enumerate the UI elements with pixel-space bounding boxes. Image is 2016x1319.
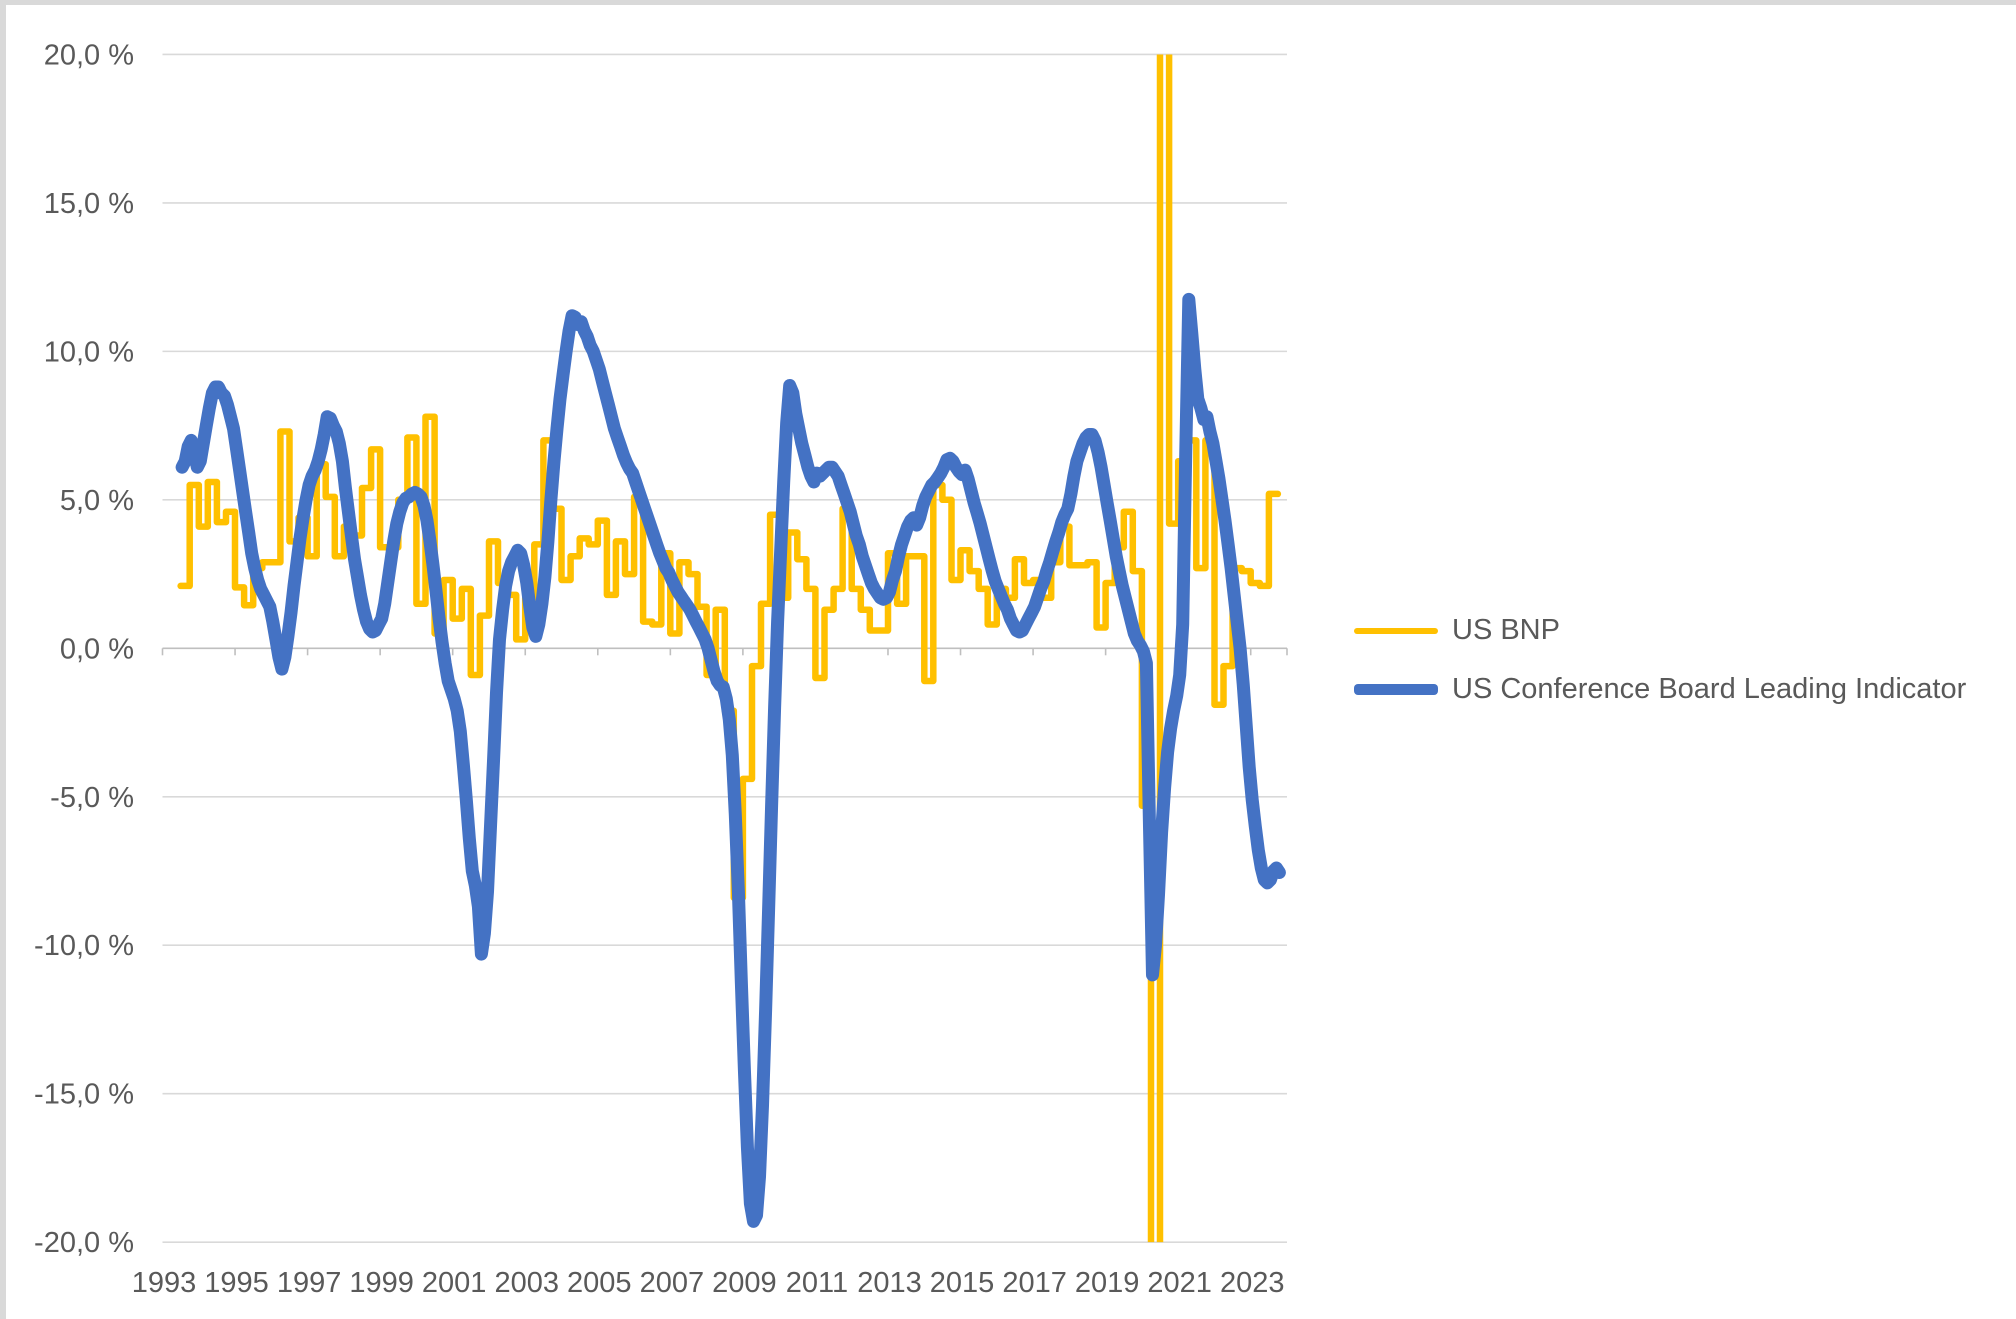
x-tick-label: 2007 — [640, 1267, 705, 1299]
x-tick-label: 2003 — [494, 1267, 559, 1299]
legend-label-us-bnp: US BNP — [1452, 614, 1560, 646]
x-tick-label: 2011 — [786, 1267, 848, 1299]
x-tick-label: 2015 — [930, 1267, 995, 1299]
x-tick-label: 2023 — [1220, 1267, 1285, 1299]
legend-item-us-bnp: US BNP — [1354, 601, 1966, 660]
legend-item-lei: US Conference Board Leading Indicator — [1354, 660, 1966, 719]
series-line-us-bnp — [177, 54, 1282, 1243]
x-tick-label: 2013 — [857, 1267, 922, 1299]
legend-swatch-us-bnp-icon — [1354, 627, 1438, 634]
x-tick-label: 1999 — [349, 1267, 414, 1299]
y-tick-label: 10,0 % — [44, 336, 134, 368]
y-tick-label: -10,0 % — [34, 930, 134, 962]
x-tick-label: 2005 — [567, 1267, 632, 1299]
x-tick-label: 1993 — [132, 1267, 197, 1299]
x-tick-label: 2021 — [1147, 1267, 1212, 1299]
y-tick-label: 5,0 % — [60, 485, 134, 517]
y-tick-label: 15,0 % — [44, 188, 134, 220]
line-chart: 20,0 % 15,0 % 10,0 % 5,0 % 0,0 % -5,0 % -10,0 … — [34, 39, 1288, 1299]
x-tick-label: 1995 — [204, 1267, 269, 1299]
x-tick-label: 2019 — [1075, 1267, 1140, 1299]
legend-label-lei: US Conference Board Leading Indicator — [1452, 673, 1967, 705]
chart-legend: US BNP US Conference Board Leading Indic… — [1354, 601, 1966, 719]
x-tick-label: 2001 — [422, 1267, 487, 1299]
y-tick-label: -5,0 % — [50, 782, 134, 814]
y-tick-label: 20,0 % — [44, 39, 134, 71]
x-tick-label: 2009 — [712, 1267, 777, 1299]
y-tick-label: -20,0 % — [34, 1227, 134, 1259]
series-line-lei — [175, 292, 1286, 1228]
x-tick-label: 2017 — [1002, 1267, 1067, 1299]
y-tick-label: 0,0 % — [60, 633, 134, 665]
legend-swatch-lei-icon — [1354, 684, 1438, 695]
x-tick-label: 1997 — [277, 1267, 342, 1299]
y-tick-label: -15,0 % — [34, 1079, 134, 1111]
